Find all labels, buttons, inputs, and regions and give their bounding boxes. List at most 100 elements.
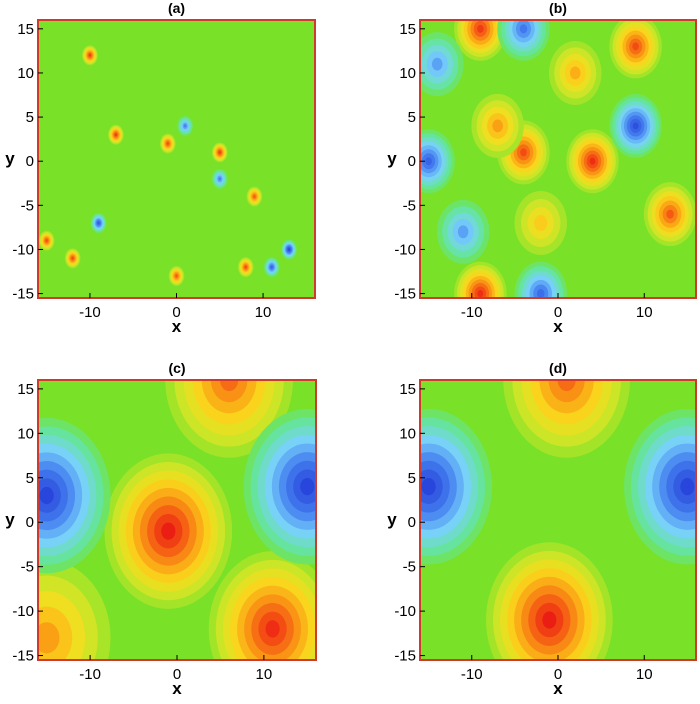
- contour-band: [39, 486, 54, 505]
- contour-band: [265, 620, 280, 638]
- contour-peak: [208, 551, 316, 660]
- contour-band: [175, 274, 178, 278]
- panel-1: 15 10 5 0 -5 -10 -15 -10 0 10 x y (b): [387, 0, 697, 336]
- contour-band: [45, 239, 48, 242]
- x-tick-label: -10: [79, 304, 101, 321]
- x-tick-label: -10: [461, 666, 483, 683]
- contour-field: [38, 45, 297, 286]
- y-axis-label: y: [387, 149, 397, 168]
- x-tick-label: 10: [256, 666, 273, 683]
- contour-peak: [454, 261, 507, 298]
- contour-peak: [82, 45, 98, 66]
- contour-band: [288, 248, 291, 251]
- contour-peak: [454, 20, 507, 61]
- contour-band: [632, 42, 639, 51]
- y-tick-label: -5: [403, 559, 416, 576]
- contour-trough: [420, 32, 464, 97]
- x-tick-label: -10: [461, 304, 483, 321]
- contour-band: [589, 157, 596, 165]
- contour-trough: [243, 408, 316, 565]
- contour-band: [536, 289, 545, 298]
- contour-band: [666, 209, 674, 219]
- contour-trough: [211, 168, 228, 189]
- contour-trough: [420, 129, 455, 194]
- contour-peak: [609, 20, 662, 79]
- contour-band: [431, 57, 443, 71]
- contour-peak: [168, 266, 185, 286]
- contour-band: [270, 265, 273, 269]
- y-tick-label: -10: [394, 603, 416, 620]
- y-tick-label: 5: [26, 109, 34, 126]
- panel-title: (d): [549, 360, 567, 376]
- contour-field: [38, 380, 316, 660]
- y-tick-label: 0: [26, 514, 34, 531]
- y-tick-label: 5: [408, 109, 416, 126]
- contour-band: [88, 54, 91, 57]
- contour-trough: [609, 93, 662, 158]
- contour-trough: [90, 213, 107, 233]
- contour-peak: [643, 182, 696, 247]
- y-tick-label: 15: [17, 21, 34, 38]
- contour-band: [557, 380, 576, 392]
- contour-peak: [237, 257, 254, 278]
- contour-band: [300, 478, 315, 496]
- panel-0: 15 10 5 0 -5 -10 -15 -10 0 10 x y (a): [5, 0, 316, 336]
- contour-trough: [177, 115, 193, 136]
- panel-title: (a): [168, 0, 185, 16]
- contour-trough: [514, 261, 568, 298]
- contour-trough: [436, 199, 490, 264]
- y-tick-label: -5: [21, 559, 34, 576]
- contour-peak: [211, 142, 228, 163]
- contour-band: [244, 265, 247, 269]
- y-tick-label: 10: [17, 65, 34, 82]
- y-tick-label: 0: [408, 514, 416, 531]
- x-axis-label: x: [172, 679, 182, 698]
- y-tick-label: 15: [399, 381, 416, 398]
- contour-band: [457, 225, 469, 239]
- y-tick-label: -15: [12, 648, 34, 665]
- y-tick-label: -5: [21, 197, 34, 214]
- contour-band: [183, 124, 187, 128]
- field-background: [38, 20, 315, 298]
- contour-band: [421, 478, 436, 496]
- contour-band: [71, 257, 74, 260]
- contour-band: [519, 24, 528, 34]
- contour-peak: [486, 542, 613, 660]
- contour-field: [420, 20, 696, 298]
- contour-trough: [497, 20, 550, 61]
- y-tick-label: 0: [26, 153, 34, 170]
- contour-peak: [104, 453, 233, 609]
- contour-trough: [263, 257, 280, 278]
- x-tick-label: 10: [636, 666, 653, 683]
- contour-band: [218, 177, 222, 181]
- x-tick-label: 0: [554, 304, 562, 321]
- contour-band: [97, 221, 100, 225]
- y-tick-label: -5: [403, 197, 416, 214]
- x-tick-label: -10: [79, 666, 101, 683]
- contour-band: [218, 151, 221, 154]
- y-tick-label: 0: [408, 153, 416, 170]
- contour-peak: [503, 380, 630, 458]
- contour-band: [114, 133, 117, 136]
- contour-peak: [548, 40, 602, 105]
- contour-trough: [624, 408, 696, 565]
- x-tick-label: 0: [172, 304, 180, 321]
- y-tick-label: -10: [12, 241, 34, 258]
- y-tick-label: -15: [394, 286, 416, 303]
- contour-peak: [566, 129, 619, 194]
- y-tick-label: 10: [399, 65, 416, 82]
- y-tick-label: 5: [408, 470, 416, 487]
- y-tick-label: 10: [17, 425, 34, 442]
- contour-band: [632, 122, 639, 130]
- y-tick-label: -15: [394, 648, 416, 665]
- contour-band: [220, 380, 239, 392]
- contour-band: [569, 66, 581, 80]
- contour-field: [420, 380, 696, 660]
- contour-band: [253, 195, 256, 198]
- contour-band: [477, 290, 484, 298]
- y-tick-label: 15: [399, 21, 416, 38]
- contour-band: [477, 24, 484, 33]
- panel-title: (b): [549, 0, 567, 16]
- x-axis-label: x: [553, 317, 563, 336]
